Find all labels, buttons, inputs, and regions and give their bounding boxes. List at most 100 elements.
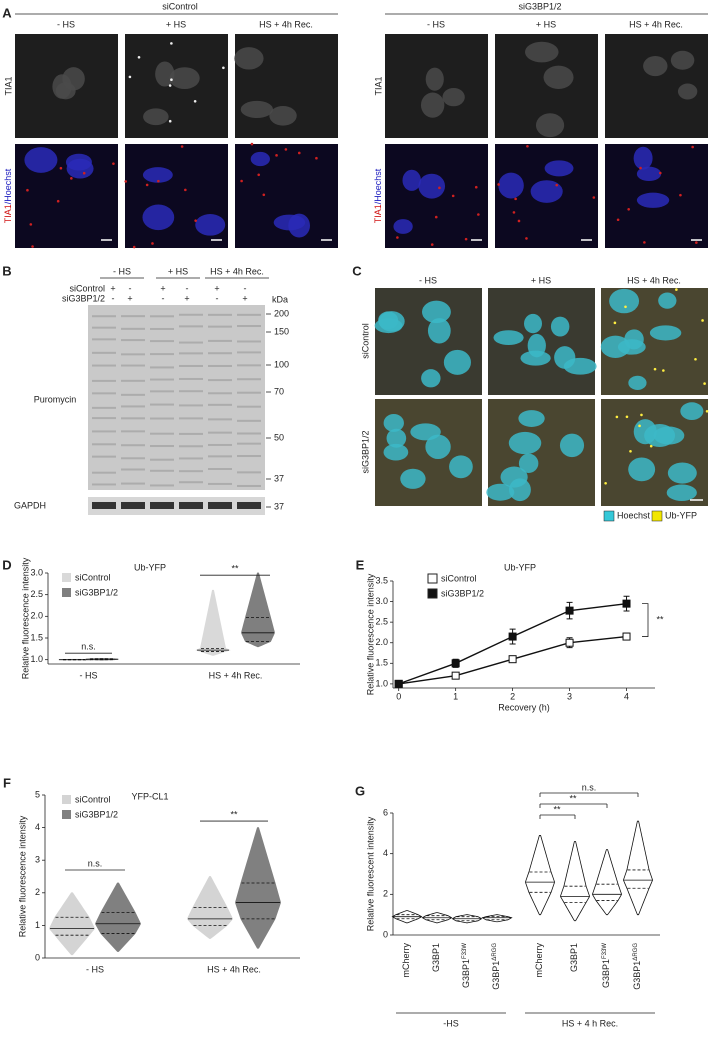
nucleus bbox=[425, 67, 444, 91]
granule bbox=[514, 197, 517, 201]
band bbox=[150, 403, 174, 406]
band bbox=[121, 315, 145, 318]
violin bbox=[48, 892, 96, 956]
nucleus bbox=[195, 213, 226, 236]
label: + HS bbox=[166, 19, 186, 29]
granule bbox=[137, 55, 141, 59]
nucleus bbox=[559, 433, 585, 458]
nucleus bbox=[563, 357, 597, 375]
label: - bbox=[186, 283, 189, 293]
granule bbox=[639, 166, 642, 170]
granule bbox=[29, 223, 33, 226]
legend-swatch bbox=[603, 510, 615, 522]
legend-label: siControl bbox=[441, 573, 477, 583]
label: + bbox=[184, 293, 189, 303]
chart-title: YFP-CL1 bbox=[131, 791, 168, 801]
chart-title: Ub-YFP bbox=[504, 562, 536, 572]
granule bbox=[592, 196, 596, 199]
y-axis-label: Relative fluorescence intensity bbox=[365, 573, 375, 695]
nucleus bbox=[386, 428, 407, 448]
band bbox=[237, 405, 261, 408]
band bbox=[179, 502, 203, 509]
label: + bbox=[160, 283, 165, 293]
nucleus bbox=[169, 67, 200, 90]
marker bbox=[451, 659, 460, 668]
nucleus bbox=[509, 478, 531, 502]
panel-letter: G bbox=[355, 783, 365, 798]
granule bbox=[194, 219, 197, 222]
nucleus bbox=[633, 146, 653, 170]
x-tick-label: - HS bbox=[86, 964, 104, 974]
label: + bbox=[214, 283, 219, 293]
violin bbox=[195, 589, 231, 656]
y-tick-label: 3.0 bbox=[375, 596, 388, 606]
label: 37 bbox=[274, 501, 284, 511]
band bbox=[150, 378, 174, 381]
label: - bbox=[216, 293, 219, 303]
band bbox=[150, 353, 174, 356]
legend-swatch bbox=[62, 573, 71, 582]
band bbox=[150, 484, 174, 487]
marker bbox=[508, 655, 517, 664]
nucleus bbox=[378, 311, 405, 332]
granule bbox=[184, 188, 187, 192]
nucleus bbox=[421, 369, 441, 388]
annotation: ** bbox=[656, 614, 664, 624]
granule bbox=[613, 321, 617, 325]
nucleus bbox=[644, 424, 676, 448]
label: siG3BP1/2 bbox=[62, 293, 105, 303]
granule bbox=[517, 219, 521, 223]
band bbox=[92, 364, 116, 367]
band bbox=[179, 313, 203, 316]
granule bbox=[438, 186, 441, 190]
blot bbox=[88, 305, 265, 490]
nucleus bbox=[400, 468, 426, 489]
granule bbox=[168, 84, 172, 87]
label: - bbox=[162, 293, 165, 303]
band bbox=[150, 315, 174, 318]
band bbox=[179, 432, 203, 435]
granule bbox=[555, 183, 559, 187]
annotation: n.s. bbox=[81, 642, 96, 652]
x-tick-label: G3BP1F33W bbox=[461, 943, 471, 988]
nucleus bbox=[449, 455, 473, 479]
granule bbox=[250, 142, 254, 146]
label: - bbox=[244, 283, 247, 293]
band bbox=[121, 339, 145, 342]
x-tick-label: G3BP1 bbox=[431, 943, 441, 972]
label: - HS bbox=[57, 19, 75, 29]
nucleus bbox=[670, 50, 695, 70]
band bbox=[208, 455, 232, 458]
granule bbox=[451, 194, 455, 198]
band bbox=[179, 445, 203, 448]
nucleus bbox=[421, 300, 451, 324]
y-tick-label: 4 bbox=[35, 822, 40, 832]
panel-letter: B bbox=[2, 263, 11, 278]
granule bbox=[157, 179, 160, 183]
label: 100 bbox=[274, 359, 289, 369]
x-tick-label: G3BP1ΔRGG bbox=[632, 943, 642, 990]
band bbox=[208, 403, 232, 406]
granule bbox=[643, 241, 646, 244]
nucleus bbox=[518, 410, 545, 427]
nucleus bbox=[143, 108, 169, 126]
nucleus bbox=[636, 192, 670, 208]
x-tick-label: 3 bbox=[567, 691, 572, 701]
x-tick-label: G3BP1ΔRGG bbox=[491, 943, 501, 990]
granule bbox=[170, 78, 173, 81]
nucleus bbox=[240, 100, 274, 119]
band bbox=[237, 378, 261, 381]
superscript: ΔRGG bbox=[492, 943, 498, 961]
band bbox=[121, 457, 145, 460]
nucleus bbox=[486, 483, 515, 501]
merge-hoechst: /Hoechst bbox=[373, 168, 383, 204]
granule bbox=[193, 99, 197, 103]
nucleus bbox=[609, 288, 640, 314]
legend-swatch bbox=[427, 573, 438, 584]
band bbox=[237, 455, 261, 458]
panel-letter: F bbox=[3, 775, 11, 790]
band bbox=[92, 406, 116, 409]
nucleus bbox=[142, 204, 175, 231]
band bbox=[208, 339, 232, 342]
